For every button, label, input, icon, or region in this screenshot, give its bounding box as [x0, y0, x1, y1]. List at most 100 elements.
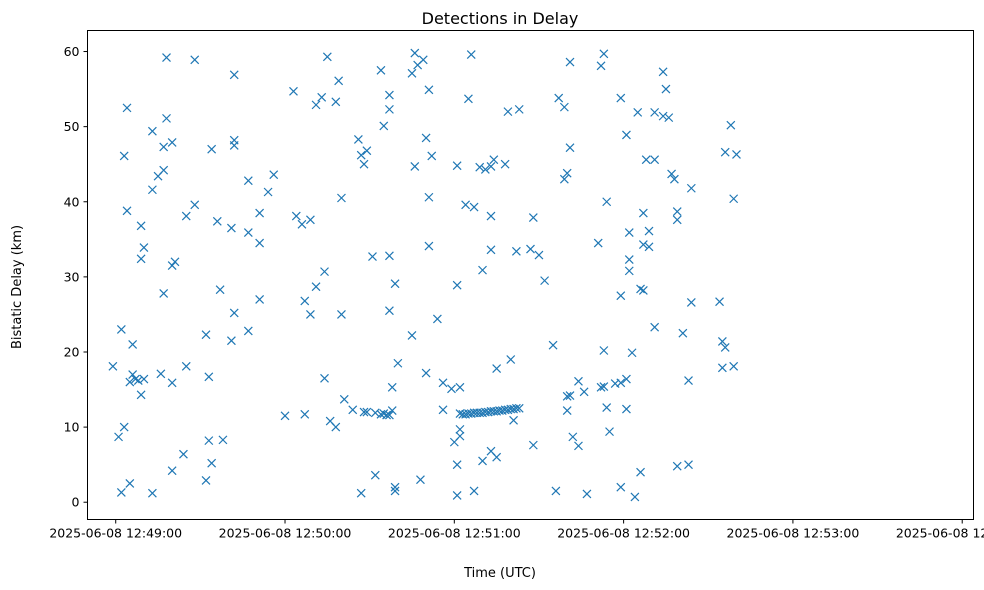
data-point — [627, 348, 637, 358]
x-axis-label: Time (UTC) — [463, 566, 536, 581]
data-point — [540, 276, 550, 286]
data-point — [181, 361, 191, 371]
data-point — [147, 488, 157, 498]
data-point — [672, 207, 682, 216]
data-point — [320, 267, 329, 277]
data-markers — [108, 48, 741, 502]
data-point — [362, 407, 372, 417]
data-point — [159, 142, 169, 152]
data-point — [190, 55, 200, 65]
data-point — [650, 322, 660, 332]
data-point — [616, 291, 626, 301]
data-point — [562, 391, 572, 401]
y-tick-label: 60 — [64, 44, 80, 59]
data-point — [162, 53, 171, 62]
y-axis: 0 10 20 30 40 50 60 — [64, 44, 88, 510]
data-point — [717, 363, 727, 373]
data-point — [207, 144, 217, 154]
plot-area: 2025-06-08 12:49:00 2025-06-08 12:50:00 20… — [49, 30, 984, 541]
data-point — [669, 174, 679, 184]
data-point — [633, 107, 643, 117]
data-point — [159, 165, 169, 175]
data-point — [311, 282, 321, 292]
data-point — [179, 449, 188, 459]
data-point — [376, 65, 386, 75]
data-point — [424, 241, 434, 251]
data-point — [602, 403, 612, 413]
data-point — [511, 403, 521, 413]
data-point — [368, 252, 377, 262]
data-point — [424, 85, 434, 95]
data-point — [356, 150, 366, 160]
data-point — [638, 285, 648, 295]
data-point — [379, 409, 389, 419]
data-point — [593, 238, 603, 248]
data-point — [167, 466, 177, 476]
data-point — [509, 415, 518, 425]
data-point — [255, 238, 265, 248]
data-point — [407, 68, 417, 78]
data-point — [407, 331, 417, 340]
data-point — [562, 406, 572, 416]
data-point — [622, 130, 631, 140]
data-point — [300, 296, 310, 306]
data-point — [147, 185, 157, 195]
data-point — [605, 427, 614, 437]
data-point — [622, 374, 631, 384]
data-point — [599, 346, 609, 355]
data-point — [136, 221, 146, 231]
data-point — [384, 306, 394, 316]
y-tick-label: 0 — [72, 495, 80, 510]
data-point — [167, 378, 177, 388]
data-point — [289, 86, 298, 96]
data-point — [717, 337, 727, 346]
data-point — [331, 97, 341, 107]
data-point — [684, 376, 693, 385]
data-point — [599, 382, 609, 391]
data-point — [729, 361, 739, 371]
data-point — [359, 159, 369, 169]
data-point — [492, 452, 502, 462]
data-point — [159, 288, 169, 298]
data-point — [229, 308, 239, 318]
data-point — [554, 93, 564, 103]
data-point — [424, 192, 434, 202]
data-point — [122, 206, 132, 216]
y-axis-label: Bistatic Delay (km) — [10, 225, 25, 349]
data-point — [136, 254, 146, 264]
data-point — [596, 61, 606, 71]
data-point — [503, 107, 513, 117]
data-point — [122, 103, 132, 113]
data-point — [311, 100, 321, 110]
data-point — [658, 67, 668, 77]
data-point — [390, 486, 400, 496]
data-point — [486, 162, 496, 171]
x-tick-label: 2025-06-08 12:50:00 — [219, 526, 352, 541]
y-tick-label: 40 — [64, 194, 80, 209]
data-point — [243, 326, 253, 336]
data-point — [359, 407, 369, 417]
data-point — [616, 378, 626, 388]
data-point — [638, 208, 648, 218]
data-point — [416, 475, 425, 485]
data-point — [255, 294, 265, 304]
data-point — [720, 343, 730, 352]
data-point — [320, 373, 329, 383]
data-point — [322, 52, 332, 62]
data-point — [574, 441, 583, 451]
data-point — [624, 266, 634, 276]
data-point — [616, 482, 626, 492]
data-point — [480, 165, 490, 174]
data-point — [559, 102, 569, 112]
data-point — [664, 113, 674, 123]
data-point — [616, 93, 626, 103]
data-point — [362, 146, 372, 156]
data-point — [297, 219, 307, 229]
data-point — [486, 245, 496, 255]
data-point — [624, 255, 634, 265]
data-point — [384, 410, 394, 420]
data-point — [390, 482, 400, 492]
data-point — [551, 486, 561, 496]
data-point — [353, 134, 363, 144]
data-point — [269, 170, 279, 180]
